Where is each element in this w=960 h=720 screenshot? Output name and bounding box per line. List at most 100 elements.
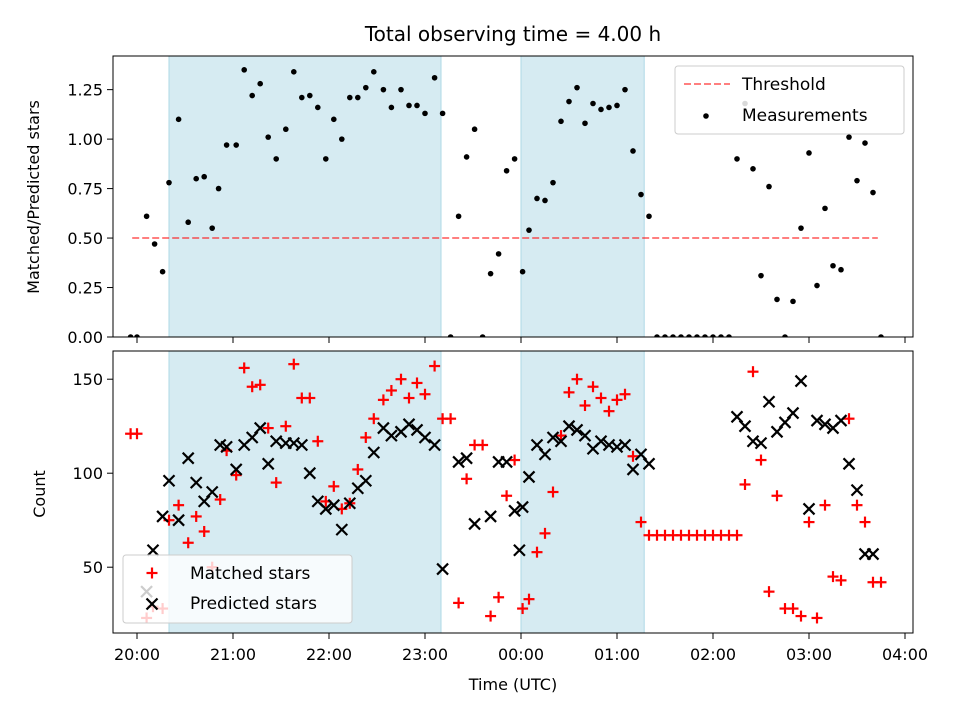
- bottom-plot-frame: [112, 350, 914, 634]
- matched-star-point: [795, 610, 807, 622]
- measurement-point: [726, 334, 732, 337]
- top-legend-box: [674, 65, 905, 135]
- matched-star-point: [453, 597, 465, 609]
- measurement-point: [273, 156, 280, 162]
- top-x-axis-ticks: [136, 337, 906, 343]
- measurement-point: [283, 126, 289, 133]
- predicted-star-point: [335, 523, 349, 536]
- matched-star-point: [531, 546, 543, 558]
- predicted-star-point: [162, 474, 176, 487]
- x-tick-label: 03:00: [786, 645, 832, 664]
- x-tick-label: 02:00: [690, 645, 736, 664]
- x-tick-label: 22:00: [306, 645, 352, 664]
- matched-star-point: [611, 394, 623, 406]
- measurement-point: [758, 272, 764, 279]
- matched-star-point: [461, 473, 473, 485]
- predicted-star-point: [522, 470, 536, 484]
- matched-star-point: [304, 392, 316, 404]
- matched-star-point: [539, 527, 551, 539]
- measurement-point: [315, 104, 321, 111]
- measurement-point: [439, 110, 446, 117]
- legend-measurements-label: Measurements: [742, 106, 868, 126]
- measurement-point: [151, 241, 158, 247]
- matched-star-point: [328, 480, 340, 492]
- measurement-point: [670, 334, 676, 337]
- measurement-point: [455, 213, 462, 220]
- measurement-point: [654, 334, 660, 337]
- predicted-star-point: [303, 466, 317, 480]
- predicted-star-point: [189, 476, 203, 489]
- predicted-star-point: [428, 438, 441, 452]
- predicted-star-point: [172, 513, 185, 527]
- predicted-star-point: [802, 502, 816, 516]
- measurement-point: [431, 74, 438, 81]
- predicted-star-point: [642, 457, 656, 471]
- measurement-point: [566, 98, 572, 105]
- measurement-point: [371, 69, 377, 75]
- measurement-point: [339, 136, 345, 142]
- measurement-point: [291, 69, 297, 75]
- measurement-point: [388, 104, 395, 111]
- measurement-point: [422, 110, 428, 117]
- matched-star-point: [627, 450, 639, 462]
- matched-star-point: [182, 537, 194, 549]
- measurement-point: [710, 334, 716, 337]
- predicted-star-point: [269, 434, 283, 448]
- predicted-star-point: [562, 419, 576, 433]
- measurement-point: [249, 92, 255, 99]
- predicted-star-point: [253, 421, 267, 435]
- predicted-star-point: [367, 446, 381, 459]
- measurement-point: [814, 282, 820, 289]
- predicted-star-point: [261, 457, 275, 471]
- matched-star-point: [429, 360, 441, 372]
- matched-star-point: [419, 388, 431, 400]
- matched-star-point: [509, 454, 521, 466]
- predicted-star-point: [578, 429, 592, 442]
- measurement-point: [622, 86, 628, 93]
- matched-star-point: [230, 469, 242, 481]
- matched-star-point: [763, 586, 775, 598]
- matched-star-point: [755, 454, 767, 466]
- predicted-star-point: [794, 374, 808, 388]
- matched-star-point: [819, 499, 831, 511]
- matched-star-point: [246, 381, 258, 393]
- matched-star-point: [835, 574, 847, 586]
- measurement-point: [143, 213, 150, 220]
- matched-star-point: [843, 413, 855, 425]
- predicted-star-point: [452, 455, 465, 469]
- predicted-star-point: [319, 502, 333, 516]
- measurement-point: [878, 334, 884, 337]
- matched-star-point: [563, 386, 575, 398]
- observing-window-2: [520, 55, 645, 338]
- predicted-star-point: [205, 485, 219, 499]
- chart-title: Total observing time = 4.00 h: [364, 22, 661, 46]
- measurement-point: [209, 225, 215, 231]
- measurement-point: [638, 191, 644, 198]
- measurement-point: [447, 334, 454, 337]
- legend-predicted-label: Predicted stars: [190, 594, 317, 614]
- matched-star-point: [288, 358, 300, 370]
- bottom-y-tick-label: 150: [72, 370, 103, 389]
- measurement-point: [323, 156, 329, 162]
- matched-star-point: [803, 516, 815, 528]
- bottom-x-axis-ticks: 20:00 21:00 22:00 23:00 00:00 01:00 02:00 03:00…: [114, 633, 928, 664]
- top-plot-frame: [112, 55, 914, 338]
- measurement-point: [774, 296, 780, 303]
- matched-star-point: [214, 494, 226, 506]
- predicted-star-point: [618, 438, 632, 452]
- predicted-star-point: [594, 434, 608, 448]
- measurement-point: [694, 334, 700, 337]
- predicted-star-point: [850, 483, 864, 497]
- predicted-star-point: [156, 510, 169, 523]
- measurement-point: [241, 67, 247, 73]
- matched-star-point: [579, 400, 591, 412]
- bottom-y-axis-label: Count: [30, 470, 49, 518]
- matched-star-point: [859, 516, 871, 528]
- measurement-point: [558, 118, 564, 125]
- bottom-y-axis-ticks: 50 100 150: [72, 370, 113, 577]
- matched-star-point: [739, 478, 751, 490]
- matched-star-point: [312, 435, 324, 447]
- measurement-point: [503, 167, 510, 174]
- measurement-point: [782, 334, 788, 337]
- matched-star-point: [635, 516, 647, 528]
